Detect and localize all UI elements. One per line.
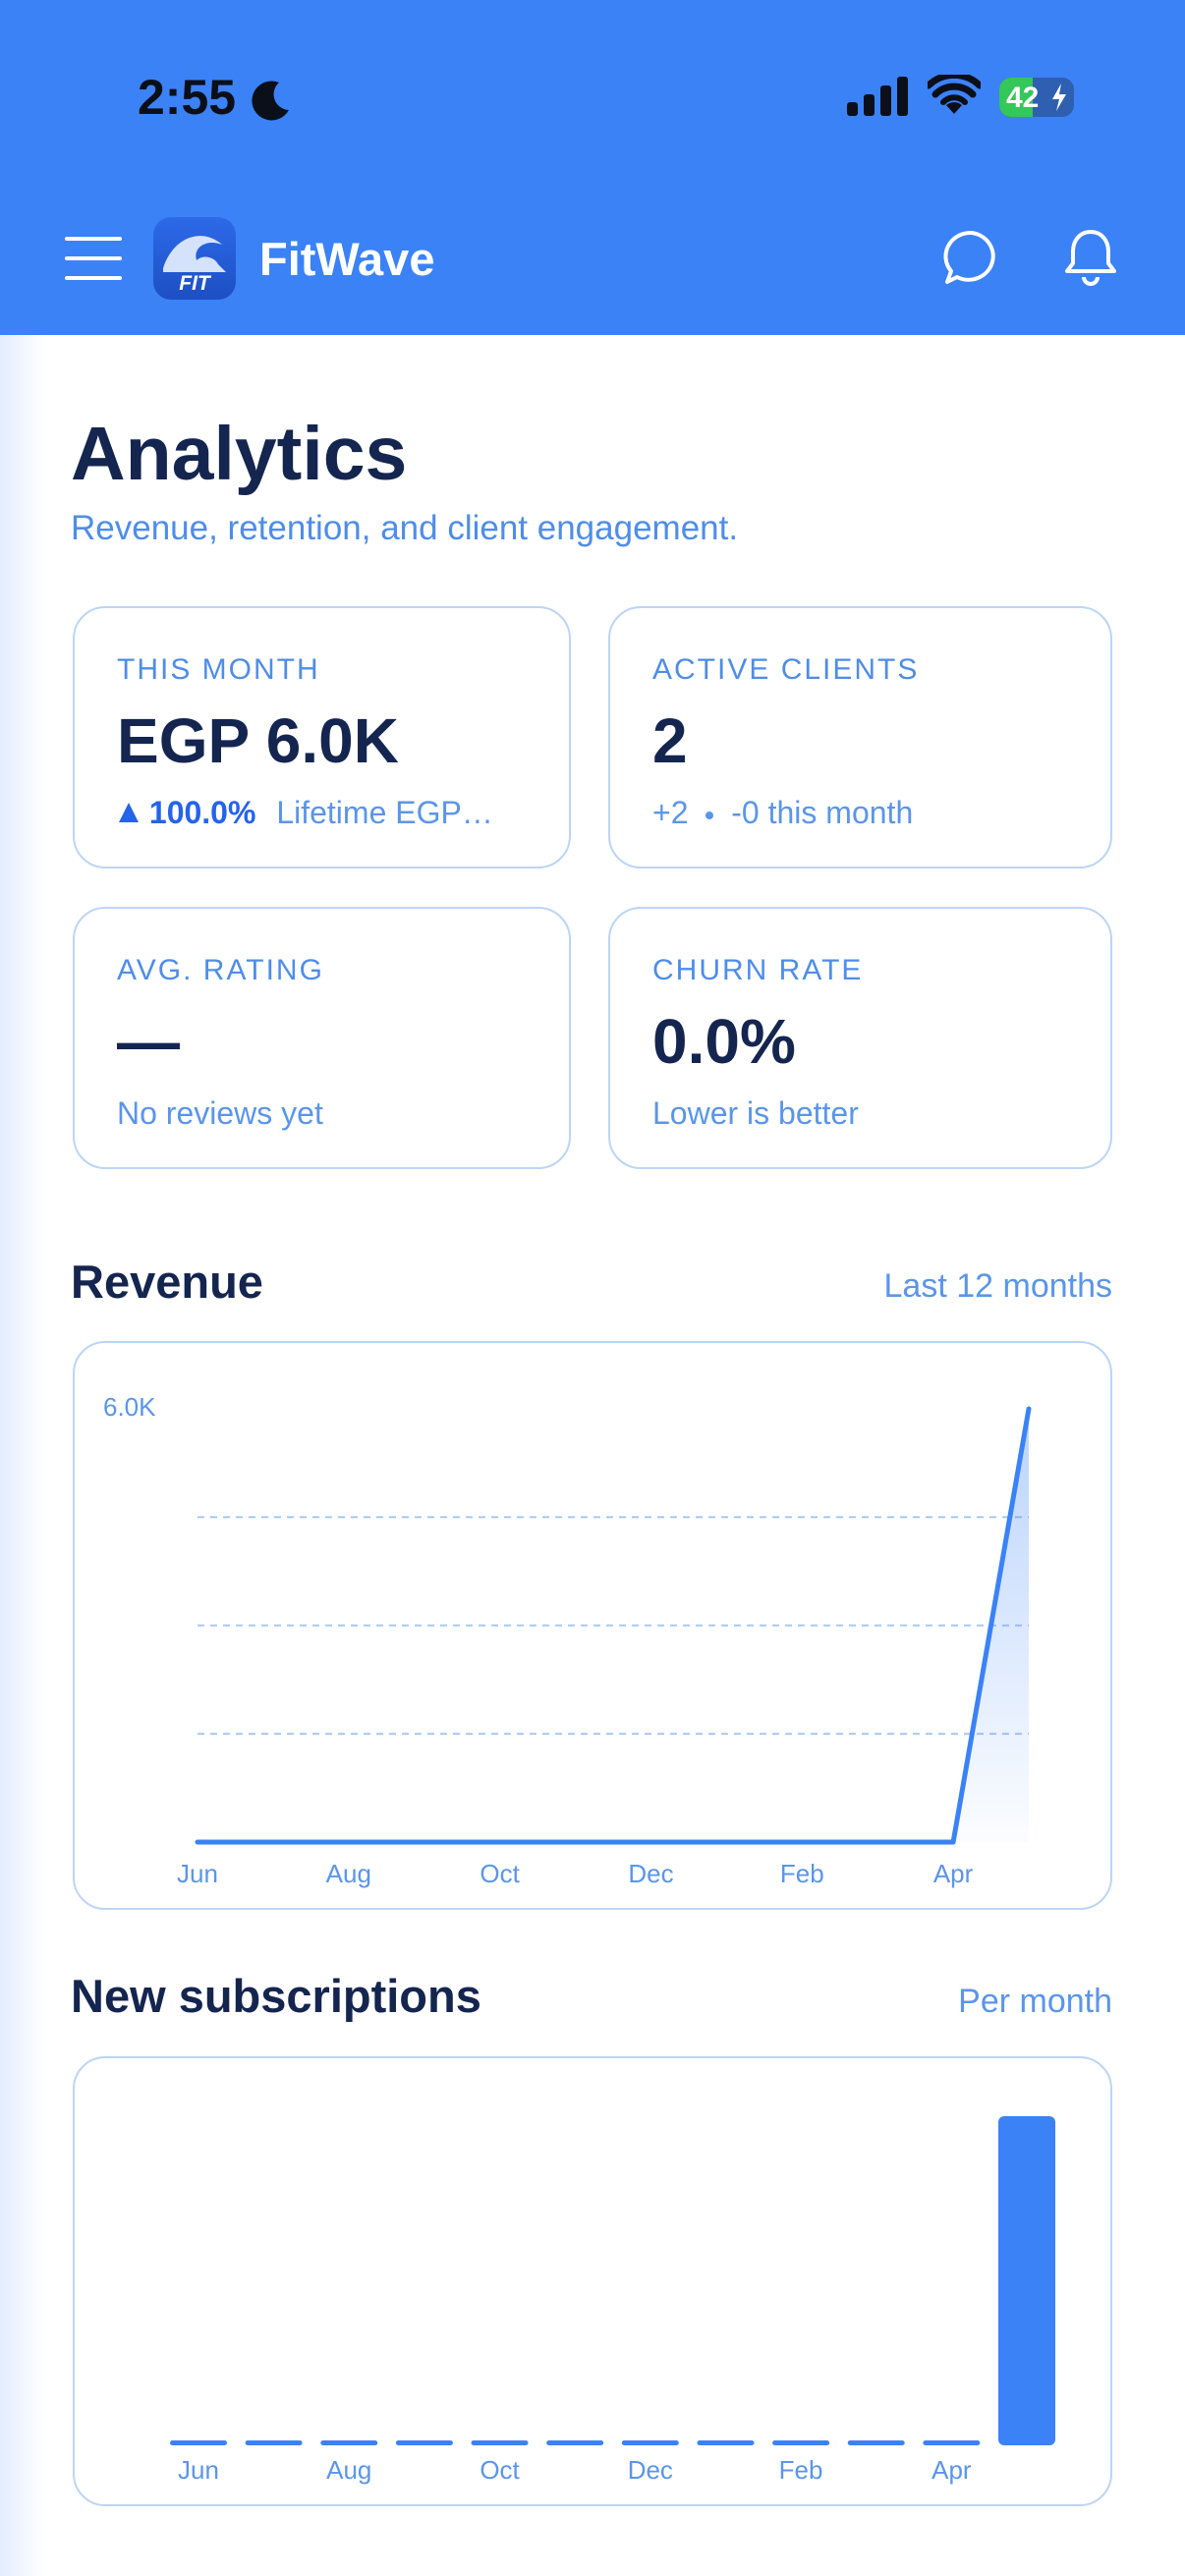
x-tick-label: Apr: [933, 1859, 974, 1888]
stat-change: 100.0%: [148, 795, 256, 830]
status-time: 2:55: [138, 70, 237, 125]
stat-value: —: [117, 1006, 180, 1077]
stat-sub: +2 -0 this month: [652, 795, 913, 831]
stat-note: -0 this month: [731, 795, 914, 830]
battery-icon: 42: [999, 78, 1074, 117]
chart-card: Jun Aug Oct Dec Feb Apr: [73, 2056, 1112, 2506]
subscriptions-chart: Jun Aug Oct Dec Feb Apr: [170, 2116, 1055, 2485]
y-tick-label: 6.0K: [103, 1392, 156, 1422]
menu-button[interactable]: [65, 234, 124, 283]
bar: [245, 2440, 303, 2445]
x-tick-label: Feb: [780, 1859, 824, 1888]
line: [195, 1406, 1032, 1845]
bar: [170, 2440, 227, 2445]
x-tick-label: Aug: [326, 2455, 371, 2485]
stat-note: No reviews yet: [117, 1095, 323, 1131]
revenue-chart: 6.0K Jun Aug Oct Dec Feb Apr: [103, 1392, 1032, 1888]
stat-sub: 100.0% Lifetime EGP…: [117, 795, 493, 831]
chart-card: 6.0K Jun Aug Oct Dec Feb Apr: [73, 1341, 1112, 1910]
x-tick-label: Oct: [480, 2455, 520, 2485]
x-tick-label: Aug: [326, 1859, 371, 1888]
app-logo: FIT: [153, 217, 236, 300]
x-tick-label: Oct: [480, 1859, 520, 1888]
page-subtitle: Revenue, retention, and client engagemen…: [71, 509, 739, 547]
stat-label: AVG. RATING: [117, 954, 324, 986]
stat-value: 2: [652, 705, 688, 776]
stat-label: ACTIVE CLIENTS: [652, 653, 920, 686]
bar: [471, 2440, 529, 2445]
bar: [320, 2440, 378, 2445]
chat-button[interactable]: [943, 230, 1000, 287]
section-period: Per month: [958, 1983, 1112, 2020]
moon-icon: [252, 81, 289, 121]
stat-card: THIS MONTH EGP 6.0K 100.0% Lifetime EGP…: [73, 606, 571, 868]
stat-value: 0.0%: [652, 1006, 796, 1077]
x-tick-label: Jun: [178, 2455, 219, 2485]
stat-value: EGP 6.0K: [117, 705, 399, 776]
section-title: Revenue: [71, 1256, 263, 1308]
app-name: FitWave: [259, 233, 435, 285]
stat-card: AVG. RATING — No reviews yet: [73, 907, 571, 1169]
stat-note: Lifetime EGP…: [276, 795, 493, 830]
bar: [395, 2440, 453, 2445]
page-title: Analytics: [71, 412, 408, 496]
stat-card: ACTIVE CLIENTS 2 +2 -0 this month: [608, 606, 1112, 868]
bar: [546, 2440, 604, 2445]
wifi-icon: [928, 75, 981, 114]
edge-shade: [0, 335, 45, 2576]
separator-dot: [705, 812, 714, 819]
stat-label: CHURN RATE: [652, 954, 864, 986]
logo-text: FIT: [179, 272, 210, 295]
stat-note: Lower is better: [652, 1095, 859, 1131]
up-arrow-icon: [119, 803, 139, 822]
bar: [621, 2440, 679, 2445]
section-title: New subscriptions: [71, 1970, 481, 2022]
section-period: Last 12 months: [883, 1267, 1112, 1305]
bar: [923, 2440, 981, 2445]
bar: [697, 2440, 755, 2445]
signal-icon: [847, 77, 908, 116]
x-tick-label: Jun: [177, 1859, 218, 1888]
bar: [998, 2116, 1055, 2445]
stat-added: +2: [652, 795, 689, 830]
stat-card: CHURN RATE 0.0% Lower is better: [608, 907, 1112, 1169]
battery-level: 42: [1006, 82, 1040, 114]
x-tick-label: Feb: [779, 2455, 823, 2485]
bar: [772, 2440, 830, 2445]
x-tick-label: Apr: [931, 2455, 972, 2485]
bar: [847, 2440, 905, 2445]
x-tick-label: Dec: [628, 1859, 673, 1888]
stat-label: THIS MONTH: [117, 653, 320, 686]
notifications-button[interactable]: [1063, 228, 1118, 287]
x-tick-label: Dec: [628, 2455, 673, 2485]
